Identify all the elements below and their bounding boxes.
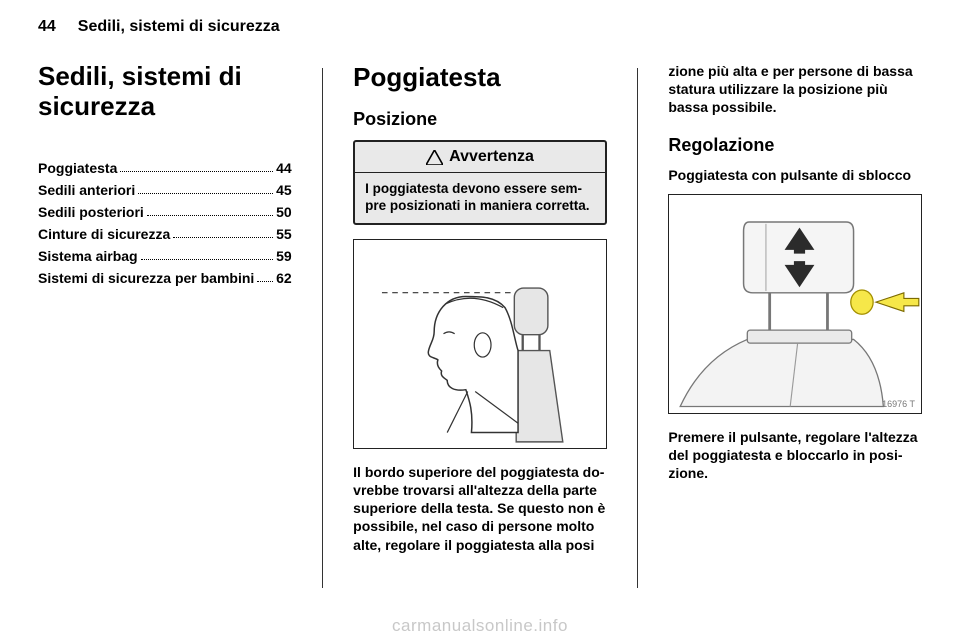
toc-page: 62 [276, 270, 292, 286]
page-number: 44 [38, 18, 56, 36]
toc-line: Sedili anteriori 45 [38, 182, 292, 198]
watermark: carmanualsonline.info [0, 616, 960, 636]
toc-page: 44 [276, 160, 292, 176]
sub-caption: Poggiatesta con pulsante di sblocco [668, 166, 922, 184]
toc-label: Sedili posteriori [38, 204, 144, 220]
body-text-continuation: zione più alta e per persone di bassa st… [668, 62, 922, 117]
body-text: Il bordo superiore del poggiatesta do­vr… [353, 463, 607, 554]
toc-dots [173, 237, 273, 238]
figure-id: 16976 T [882, 399, 915, 409]
body-text: Premere il pulsante, regolare l'altezza … [668, 428, 922, 483]
toc-line: Cinture di sicurezza 55 [38, 226, 292, 242]
warning-label: Avvertenza [449, 148, 534, 166]
toc-line: Poggiatesta 44 [38, 160, 292, 176]
toc-label: Sedili anteriori [38, 182, 135, 198]
toc-dots [120, 171, 273, 172]
column-3: zione più alta e per persone di bassa st… [668, 62, 922, 588]
figure-headrest-adjust: 16976 T [668, 194, 922, 414]
section-title: Poggiatesta [353, 62, 607, 93]
toc-page: 45 [276, 182, 292, 198]
warning-body: I poggiatesta devono essere sem­pre posi… [355, 173, 605, 223]
toc-label: Poggiatesta [38, 160, 117, 176]
column-2: Poggiatesta Posizione Avvertenza I poggi… [353, 62, 607, 588]
page-header: 44 Sedili, sistemi di sicurezza [38, 18, 922, 36]
toc-page: 55 [276, 226, 292, 242]
toc-dots [147, 215, 273, 216]
toc-label: Sistema airbag [38, 248, 138, 264]
warning-header: Avvertenza [355, 142, 605, 173]
column-divider [637, 68, 639, 588]
toc-line: Sistema airbag 59 [38, 248, 292, 264]
column-divider [322, 68, 324, 588]
subsection-title: Posizione [353, 109, 607, 130]
toc-dots [141, 259, 273, 260]
figure-head-position [353, 239, 607, 449]
toc-line: Sistemi di sicurezza per bambini 62 [38, 270, 292, 286]
toc-label: Cinture di sicurezza [38, 226, 170, 242]
warning-box: Avvertenza I poggiatesta devono essere s… [353, 140, 607, 225]
section-title: Sedili, sistemi di sicurezza [38, 62, 292, 122]
toc-line: Sedili posteriori 50 [38, 204, 292, 220]
warning-icon [426, 150, 443, 165]
toc: Poggiatesta 44 Sedili anteriori 45 Sedili po… [38, 160, 292, 286]
toc-dots [257, 281, 273, 282]
toc-page: 59 [276, 248, 292, 264]
toc-label: Sistemi di sicurezza per bambini [38, 270, 254, 286]
subsection-title: Regolazione [668, 135, 922, 156]
toc-dots [138, 193, 273, 194]
chapter-title: Sedili, sistemi di sicurezza [78, 18, 280, 36]
toc-page: 50 [276, 204, 292, 220]
column-1: Sedili, sistemi di sicurezza Poggiatesta… [38, 62, 292, 588]
